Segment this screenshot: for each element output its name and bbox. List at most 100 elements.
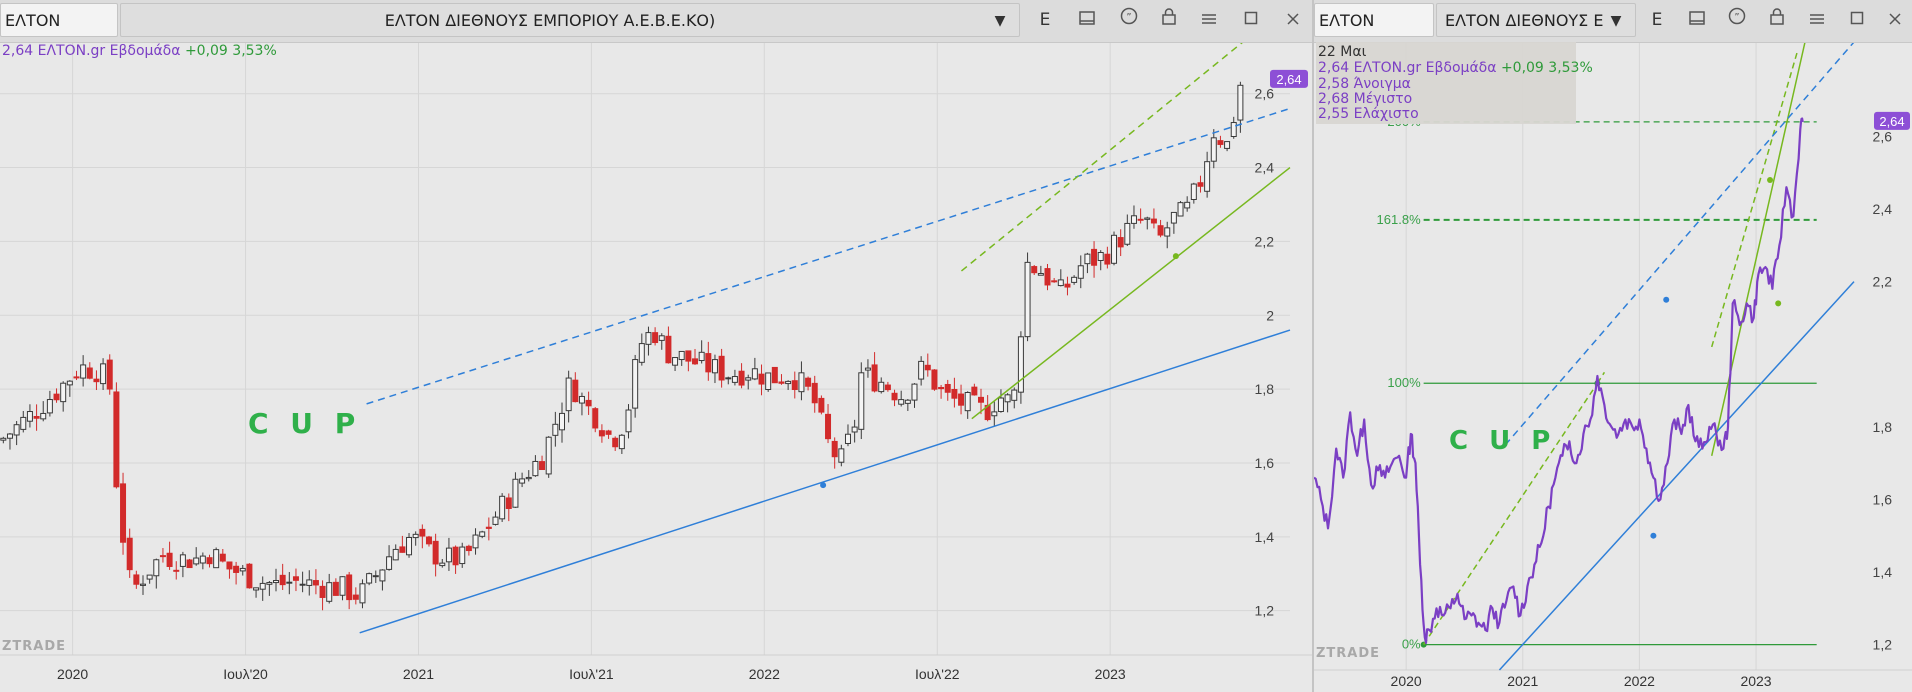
- left-candle-body: [485, 526, 492, 529]
- right-y-tick-label-6: 2,6: [1873, 128, 1893, 144]
- panel-icon[interactable]: [1070, 3, 1104, 37]
- left-candle-body: [991, 411, 998, 417]
- maximize-icon[interactable]: [1840, 3, 1874, 37]
- left-candle-body: [133, 574, 140, 585]
- left-candle-body: [1197, 182, 1204, 187]
- left-candle-body: [6, 433, 13, 439]
- left-candle-body: [439, 562, 446, 567]
- lock-icon[interactable]: [1760, 3, 1794, 37]
- left-price-label: 2,64 ΕΛΤΟΝ.gr Εβδομάδα: [2, 43, 181, 59]
- quote-icon[interactable]: ”: [1112, 3, 1146, 37]
- menu-icon[interactable]: [1800, 3, 1834, 37]
- left-candle-body: [20, 416, 27, 430]
- left-candle-body: [279, 574, 286, 586]
- left-candle-body: [40, 412, 47, 420]
- right-title-text: ΕΛΤΟΝ ΔΙΕΘΝΟΥΣ Ε: [1445, 11, 1604, 30]
- left-price-info: 2,64 ΕΛΤΟΝ.gr Εβδομάδα +0,09 3,53%: [2, 43, 277, 59]
- left-x-tick-label-5: Ιουλ'22: [915, 666, 960, 682]
- left-candle-body: [253, 587, 260, 591]
- right-symbol-box[interactable]: ΕΛΤΟΝ: [1314, 3, 1434, 37]
- left-candle-body: [459, 546, 466, 565]
- left-y-tick-label-3: 1,8: [1255, 381, 1275, 397]
- left-candle-body: [346, 574, 353, 601]
- left-candle-body: [811, 382, 818, 404]
- lock-icon[interactable]: [1152, 3, 1186, 37]
- left-candle-body: [891, 392, 898, 401]
- left-candlestick-chart[interactable]: 1,2 1,4 1,6 1,8 2 2,2 2,4 2,6 2020 Ιουλ'20 2021 Ιου…: [0, 0, 1312, 692]
- e-icon-label: E: [1651, 10, 1663, 30]
- left-candle-body: [585, 399, 592, 407]
- left-candle-body: [193, 557, 200, 565]
- left-y-tick-label-1: 1,4: [1255, 529, 1275, 545]
- right-fib-label-0: 0%: [1402, 637, 1421, 652]
- left-candle-body: [711, 359, 718, 374]
- right-title-dropdown[interactable]: ΕΛΤΟΝ ΔΙΕΘΝΟΥΣ Ε ▼: [1436, 3, 1636, 37]
- left-candle-body: [1124, 222, 1131, 245]
- left-candle-body: [1157, 225, 1164, 236]
- left-candle-body: [432, 540, 439, 565]
- left-candle-body: [1164, 227, 1171, 237]
- left-candle-body: [206, 557, 213, 565]
- left-candle-body: [652, 332, 659, 344]
- left-candle-body: [1051, 280, 1058, 283]
- right-y-tick-label-1: 1,4: [1873, 564, 1893, 580]
- left-candle-body: [173, 569, 180, 572]
- left-candle-body: [1130, 215, 1137, 224]
- maximize-icon[interactable]: [1234, 3, 1268, 37]
- left-chart-panel: 1,2 1,4 1,6 1,8 2 2,2 2,4 2,6 2020 Ιουλ'20 2021 Ιου…: [0, 0, 1314, 692]
- left-symbol-box[interactable]: ΕΛΤΟΝ: [0, 3, 118, 37]
- left-y-tick-label-2: 1,6: [1255, 455, 1275, 471]
- right-green-anchor-1: [1767, 176, 1774, 183]
- left-candle-body: [465, 545, 472, 552]
- close-icon[interactable]: [1878, 3, 1912, 37]
- chevron-down-icon[interactable]: ▼: [1610, 13, 1622, 29]
- left-candle-body: [951, 388, 958, 399]
- left-candle-body: [66, 380, 73, 386]
- left-trend-line-1: [359, 329, 1291, 634]
- left-candle-body: [1104, 253, 1111, 265]
- right-blue-anchor-2: [1663, 296, 1670, 303]
- right-fib-label-2: 161.8%: [1377, 212, 1422, 227]
- left-title-dropdown[interactable]: ΕΛΤΟΝ ΔΙΕΘΝΟΥΣ ΕΜΠΟΡΙΟΥ Α.Ε.Β.Ε.ΚΟ) ▼: [120, 3, 1020, 37]
- left-candle-body: [718, 355, 725, 381]
- menu-icon[interactable]: [1192, 3, 1226, 37]
- left-candle-body: [725, 377, 732, 380]
- right-legend-box: [1316, 42, 1576, 124]
- right-symbol-text: ΕΛΤΟΝ: [1319, 11, 1375, 30]
- panel-icon[interactable]: [1680, 3, 1714, 37]
- e-icon[interactable]: E: [1640, 3, 1674, 37]
- right-x-tick-label-0: 2020: [1391, 673, 1422, 689]
- quote-icon[interactable]: ”: [1720, 3, 1754, 37]
- e-icon[interactable]: E: [1028, 3, 1062, 37]
- left-candle-body: [964, 392, 971, 412]
- left-candle-body: [851, 426, 858, 433]
- left-candle-body: [1204, 161, 1211, 192]
- left-candle-body: [186, 559, 193, 569]
- left-candle-body: [120, 483, 127, 543]
- left-candle-body: [565, 377, 572, 412]
- right-x-tick-label-2: 2022: [1624, 673, 1655, 689]
- left-candle-body: [425, 536, 432, 545]
- left-y-tick-label-4: 2: [1266, 307, 1274, 323]
- left-candle-body: [971, 386, 978, 396]
- close-icon[interactable]: [1276, 3, 1310, 37]
- left-candle-body: [1210, 137, 1217, 162]
- left-candle-body: [818, 397, 825, 413]
- left-candle-body: [379, 569, 386, 582]
- left-candle-body: [259, 582, 266, 590]
- left-candle-body: [139, 583, 146, 586]
- left-candle-body: [1111, 234, 1118, 264]
- right-plot-bg: [1314, 42, 1912, 670]
- chevron-down-icon[interactable]: ▼: [994, 13, 1006, 29]
- left-candle-body: [106, 359, 113, 390]
- left-candle-body: [625, 409, 632, 433]
- left-candle-body: [339, 576, 346, 596]
- left-candle-body: [598, 430, 605, 437]
- left-candle-body: [738, 370, 745, 386]
- left-candle-body: [100, 363, 107, 385]
- left-trend-line-3: [971, 166, 1291, 420]
- left-candle-body: [1017, 336, 1024, 393]
- right-green-solid: [1710, 41, 1806, 456]
- right-blue-dashed: [1504, 41, 1855, 446]
- right-line-chart[interactable]: 1,2 1,4 1,6 1,8 2,2 2,4 2,6 2020 2021 2022 2023 0% 1…: [1314, 0, 1912, 692]
